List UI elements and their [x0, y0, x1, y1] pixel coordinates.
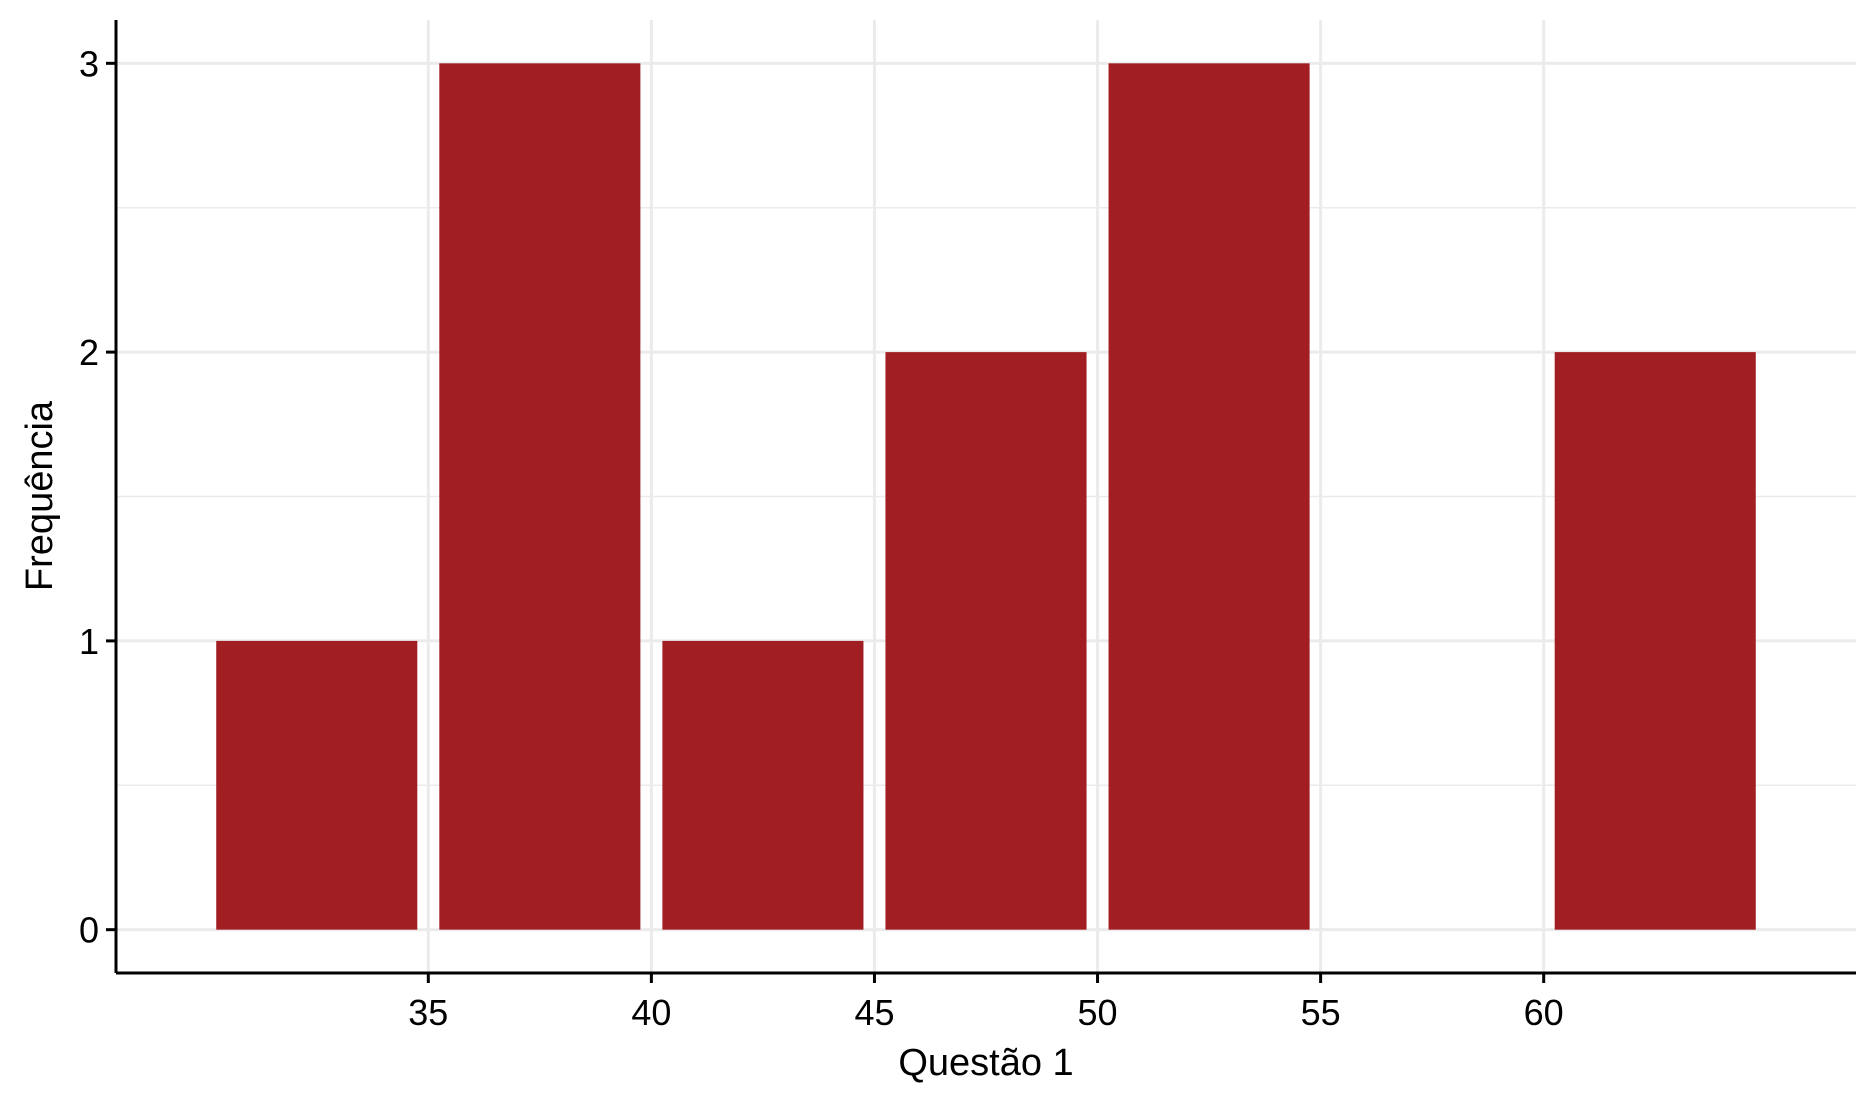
y-tick-label: 3 [79, 43, 99, 84]
histogram-bar [216, 640, 418, 930]
y-tick-label: 2 [79, 332, 99, 373]
y-axis-title: Frequência [19, 400, 61, 591]
y-tick-label: 1 [79, 621, 99, 662]
ticks: 35 40 45 50 55 60 0 1 2 3 [79, 43, 1564, 1033]
y-tick-label: 0 [79, 910, 99, 951]
x-tick-label: 60 [1524, 992, 1564, 1033]
histogram-bar [1554, 352, 1756, 930]
axes [114, 20, 1856, 975]
bars [216, 63, 1756, 930]
histogram-bar [885, 352, 1087, 930]
x-tick-label: 35 [408, 992, 448, 1033]
x-tick-label: 55 [1301, 992, 1341, 1033]
histogram-bar [439, 63, 641, 930]
histogram-bar [1108, 63, 1310, 930]
x-tick-label: 40 [631, 992, 671, 1033]
x-axis-title: Questão 1 [898, 1042, 1073, 1084]
histogram-bar [662, 640, 864, 930]
x-tick-label: 50 [1078, 992, 1118, 1033]
x-tick-label: 45 [854, 992, 894, 1033]
